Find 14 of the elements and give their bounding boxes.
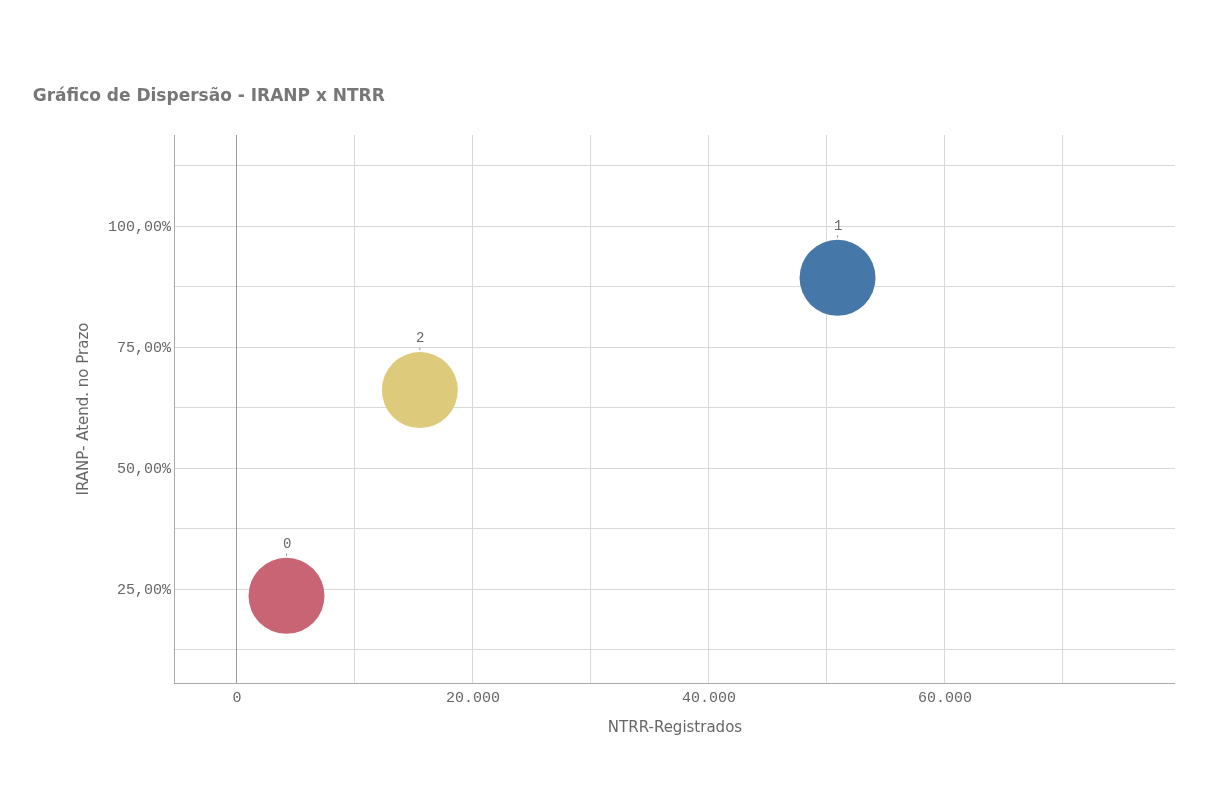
x-tick-label: 0 xyxy=(232,690,242,707)
y-axis-title: IRANP- Atend. no Prazo xyxy=(74,322,93,496)
y-tick-label: 100,00% xyxy=(107,219,172,237)
y-tick-label: 50,00% xyxy=(116,461,172,479)
x-axis-title: NTRR-Registrados xyxy=(607,718,743,736)
y-tick-label: 25,00% xyxy=(116,582,172,600)
x-tick-label: 60.000 xyxy=(917,690,972,707)
chart-title: Gráfico de Dispersão - IRANP x NTRR xyxy=(32,85,385,106)
annotation: 0 xyxy=(283,536,292,552)
x-tick-label: 40.000 xyxy=(681,690,736,707)
y-tick-label: 75,00% xyxy=(116,340,172,358)
annotation: 1 xyxy=(834,218,843,234)
x-tick-label: 20.000 xyxy=(445,690,500,707)
annotation: 2 xyxy=(416,330,425,346)
